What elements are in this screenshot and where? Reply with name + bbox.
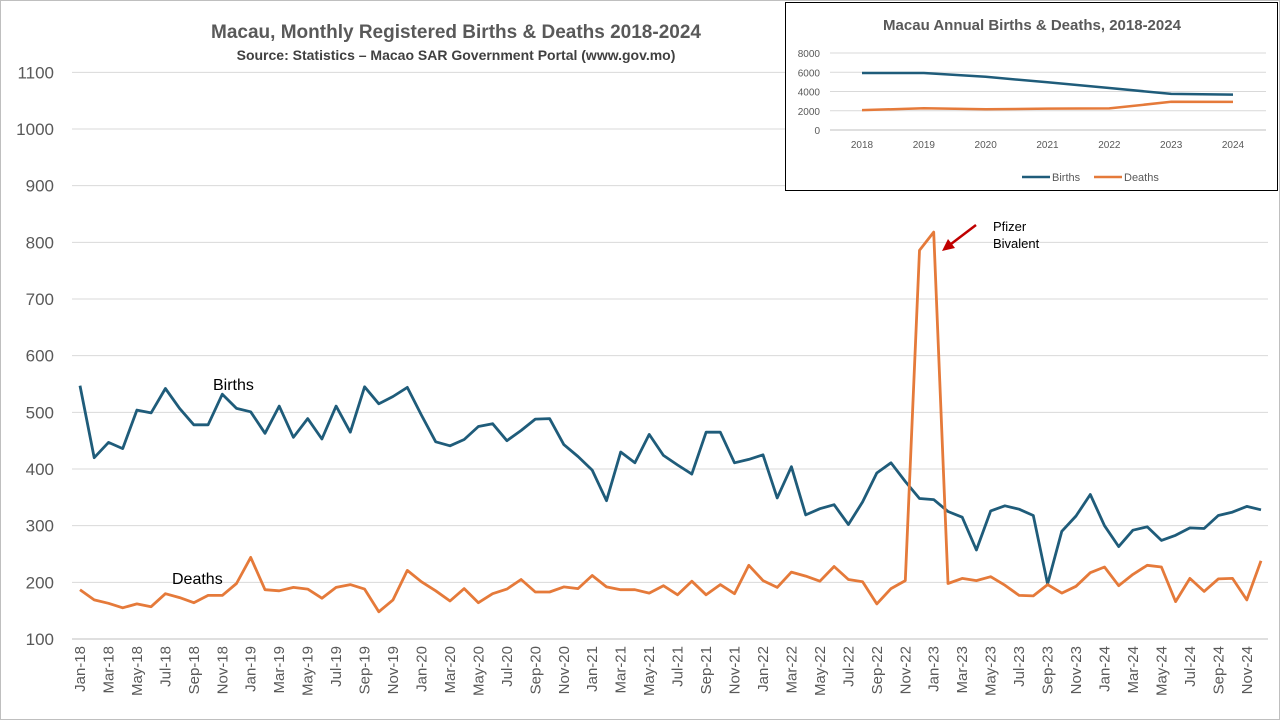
y-tick-label: 700 [26, 290, 54, 309]
y-tick-label: 800 [26, 233, 54, 252]
inset-y-tick-label: 8000 [798, 49, 821, 60]
inset-gridlines [830, 52, 1266, 131]
x-tick-label: Nov-20 [556, 646, 573, 694]
x-tick-label: Jul-23 [1011, 646, 1028, 687]
inset-x-tick-label: 2023 [1160, 140, 1183, 151]
y-tick-label: 200 [26, 573, 54, 592]
inset-x-tick-label: 2024 [1222, 140, 1245, 151]
x-tick-label: Nov-24 [1239, 646, 1256, 694]
annotations: Births Deaths Pfizer Bivalent [172, 219, 1040, 588]
x-tick-label: Mar-19 [271, 646, 288, 694]
inset-series-lines [861, 71, 1234, 112]
x-tick-label: May-23 [983, 646, 1000, 696]
births-series-label: Births [213, 377, 254, 394]
x-tick-label: May-19 [300, 646, 317, 696]
x-tick-label: Mar-24 [1125, 646, 1142, 694]
inset-x-tick-label: 2018 [851, 140, 874, 151]
x-tick-label: Nov-21 [727, 646, 744, 694]
x-axis-tick-labels: Jan-18 Mar-18 May-18 Jul-18 Sep-18 Nov-18 Jan-… [72, 646, 1256, 696]
x-tick-label: Sep-21 [698, 646, 715, 694]
annual-inset-chart: Macau Annual Births & Deaths, 2018-2024 … [785, 2, 1278, 191]
series-lines [78, 230, 1263, 614]
inset-title: Macau Annual Births & Deaths, 2018-2024 [883, 17, 1182, 34]
x-tick-label: Nov-18 [214, 646, 231, 694]
x-tick-label: Jan-22 [755, 646, 772, 692]
inset-y-tick-labels: 0 2000 4000 6000 8000 [798, 49, 821, 137]
x-tick-label: Jan-23 [926, 646, 943, 692]
inset-y-tick-label: 6000 [798, 68, 821, 79]
inset-x-tick-label: 2022 [1098, 140, 1121, 151]
x-tick-label: Sep-18 [186, 646, 203, 694]
x-tick-label: Jul-19 [328, 646, 345, 687]
y-tick-label: 100 [26, 630, 54, 649]
inset-y-tick-label: 0 [814, 126, 820, 137]
x-tick-label: Jan-21 [584, 646, 601, 692]
chart-subtitle: Source: Statistics – Macao SAR Governmen… [237, 47, 676, 63]
x-tick-label: Sep-24 [1210, 646, 1227, 694]
x-tick-label: Jul-22 [840, 646, 857, 687]
inset-x-tick-label: 2019 [913, 140, 936, 151]
x-tick-label: Jan-24 [1096, 646, 1113, 692]
legend-births-label: Births [1052, 172, 1081, 184]
x-tick-label: May-18 [129, 646, 146, 696]
x-tick-label: Sep-19 [357, 646, 374, 694]
legend-deaths-label: Deaths [1124, 172, 1159, 184]
pfizer-annotation-line1: Pfizer [993, 219, 1027, 234]
inset-y-tick-label: 2000 [798, 107, 821, 118]
series-line-births [78, 385, 1262, 586]
inset-legend: Births Deaths [1022, 172, 1159, 184]
x-tick-label: Sep-23 [1040, 646, 1057, 694]
x-tick-label: Mar-23 [954, 646, 971, 694]
x-tick-label: May-24 [1153, 646, 1170, 696]
x-tick-label: Nov-19 [385, 646, 402, 694]
y-tick-label: 1000 [16, 120, 54, 139]
pfizer-annotation-line2: Bivalent [993, 236, 1040, 251]
inset-series-line-births [862, 71, 1234, 96]
x-tick-label: Mar-21 [613, 646, 630, 694]
y-tick-label: 900 [26, 177, 54, 196]
x-tick-label: Sep-20 [527, 646, 544, 694]
y-tick-label: 400 [26, 460, 54, 479]
y-tick-label: 300 [26, 517, 54, 536]
inset-x-tick-labels: 2018 2019 2020 2021 2022 2023 2024 [851, 140, 1245, 151]
x-tick-label: Mar-18 [100, 646, 117, 694]
x-tick-label: Mar-22 [783, 646, 800, 694]
deaths-series-label: Deaths [172, 571, 223, 588]
x-tick-label: Jul-21 [670, 646, 687, 687]
x-tick-label: Nov-23 [1068, 646, 1085, 694]
x-tick-label: Jan-18 [72, 646, 89, 692]
inset-x-tick-label: 2021 [1036, 140, 1059, 151]
x-tick-label: Nov-22 [897, 646, 914, 694]
series-line-deaths [79, 230, 1263, 614]
x-tick-label: Jan-19 [243, 646, 260, 692]
annotation-arrow-icon [942, 224, 977, 251]
y-tick-label: 600 [26, 347, 54, 366]
x-tick-label: Jan-20 [413, 646, 430, 692]
inset-y-tick-label: 4000 [798, 88, 821, 99]
x-tick-label: May-21 [641, 646, 658, 696]
x-tick-label: May-22 [812, 646, 829, 696]
y-tick-label: 500 [26, 403, 54, 422]
x-tick-label: Jul-20 [499, 646, 516, 687]
x-tick-label: Sep-22 [869, 646, 886, 694]
inset-series-line-deaths [861, 100, 1234, 112]
x-tick-label: May-20 [470, 646, 487, 696]
x-tick-label: Jul-18 [157, 646, 174, 687]
chart-title: Macau, Monthly Registered Births & Death… [211, 22, 701, 43]
y-tick-label: 1100 [17, 63, 54, 82]
x-tick-label: Mar-20 [442, 646, 459, 694]
y-axis-tick-labels: 100 200 300 400 500 600 700 800 900 1000 1100 [16, 63, 54, 649]
inset-x-tick-label: 2020 [975, 140, 998, 151]
x-tick-label: Jul-24 [1182, 646, 1199, 687]
